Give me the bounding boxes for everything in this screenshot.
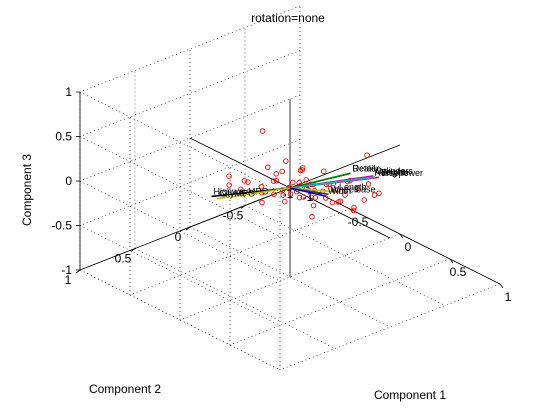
data-point bbox=[300, 194, 307, 200]
y-tick-label: -0.5 bbox=[223, 209, 244, 223]
scatter-points bbox=[226, 128, 382, 220]
gridline bbox=[79, 94, 301, 182]
x-tick-label: -1 bbox=[303, 190, 314, 204]
data-point bbox=[245, 179, 251, 185]
data-point bbox=[310, 202, 317, 209]
variable-label: Cylinders bbox=[376, 166, 414, 176]
data-point bbox=[265, 164, 271, 171]
x-tick-label: 0 bbox=[405, 240, 412, 254]
data-point bbox=[296, 194, 303, 201]
data-point bbox=[238, 186, 244, 193]
variable-label: Retail bbox=[353, 163, 376, 173]
x-tick-label: 0.5 bbox=[450, 265, 467, 279]
variable-label: CityMPG bbox=[219, 189, 255, 199]
data-point bbox=[226, 173, 232, 179]
data-point bbox=[259, 128, 266, 134]
data-point bbox=[273, 171, 279, 177]
data-point bbox=[258, 183, 265, 190]
x-axis-title: Component 1 bbox=[374, 388, 446, 402]
y-tick bbox=[130, 248, 136, 252]
gridline bbox=[279, 283, 501, 371]
gridline bbox=[79, 50, 301, 137]
data-point bbox=[312, 194, 318, 201]
data-point bbox=[365, 181, 372, 187]
data-point bbox=[351, 204, 357, 211]
z-tick-label: 0.5 bbox=[55, 130, 72, 144]
data-point bbox=[296, 179, 302, 186]
data-point bbox=[270, 178, 277, 184]
variable-label: Engine bbox=[381, 167, 409, 177]
data-point bbox=[290, 179, 296, 186]
data-point bbox=[226, 182, 232, 188]
variable-label: HighwayMPG bbox=[214, 186, 269, 196]
y-tick-label: 0.5 bbox=[115, 252, 132, 266]
z-axis-title: Component 3 bbox=[20, 154, 34, 226]
variable-label: Dealer bbox=[353, 163, 380, 173]
data-point bbox=[303, 177, 309, 183]
data-point bbox=[342, 192, 348, 198]
data-point bbox=[283, 158, 289, 164]
data-point bbox=[241, 178, 248, 184]
variable-vector bbox=[289, 176, 376, 189]
data-point bbox=[282, 198, 288, 205]
y-tick-label: -1 bbox=[283, 187, 294, 201]
variable-label: Width bbox=[328, 186, 351, 196]
variable-label: Length bbox=[339, 182, 367, 192]
z-tick-label: -0.5 bbox=[51, 219, 72, 233]
variable-vector bbox=[289, 172, 351, 189]
data-point bbox=[350, 207, 357, 214]
gridline bbox=[134, 248, 336, 349]
data-point bbox=[279, 168, 285, 175]
gridline bbox=[129, 208, 351, 296]
variable-vector bbox=[216, 187, 291, 200]
y-axis-title: Component 2 bbox=[89, 382, 161, 396]
data-point bbox=[280, 192, 286, 198]
data-point bbox=[337, 198, 344, 204]
y-tick-label: 0 bbox=[175, 230, 182, 244]
z-tick-label: 0 bbox=[65, 174, 72, 188]
data-point bbox=[287, 191, 294, 197]
y-tick bbox=[75, 269, 81, 274]
gridline bbox=[79, 5, 301, 93]
data-point bbox=[300, 165, 306, 171]
x-tick bbox=[499, 283, 504, 289]
gridline bbox=[244, 205, 446, 306]
variable-label: Wheelbase bbox=[331, 184, 376, 194]
data-point bbox=[271, 191, 277, 197]
z-tick-label: 1 bbox=[65, 85, 72, 99]
data-point bbox=[259, 199, 265, 206]
gridline bbox=[229, 258, 451, 346]
data-point bbox=[361, 197, 367, 203]
chart-title: rotation=none bbox=[251, 11, 325, 25]
y-tick-label: 1 bbox=[65, 273, 72, 287]
gridline bbox=[79, 139, 301, 226]
data-point bbox=[273, 178, 280, 184]
data-point bbox=[364, 152, 370, 159]
x-tick-label: 1 bbox=[505, 290, 512, 304]
tick-labels: -1 -1 -1 -0.5 -0.5 -0.5 0 0 0 0.5 0.5 0.5 1 1 1 bbox=[51, 85, 511, 304]
variable-vector bbox=[289, 187, 327, 197]
x-tick bbox=[399, 233, 404, 239]
data-point bbox=[334, 187, 340, 193]
data-point bbox=[309, 214, 315, 220]
variable-label: Weight bbox=[377, 167, 405, 177]
data-point bbox=[329, 199, 336, 206]
x-tick bbox=[449, 258, 454, 264]
data-point bbox=[321, 168, 327, 174]
data-point bbox=[355, 185, 361, 191]
data-point bbox=[376, 190, 382, 197]
data-point bbox=[308, 194, 315, 201]
variable-label: Horsepower bbox=[375, 168, 424, 178]
gridline bbox=[179, 233, 401, 321]
z-tick-label: -1 bbox=[61, 263, 72, 277]
variable-vectors: RetailDealerHorsepowerCylindersEngineWei… bbox=[211, 163, 424, 200]
data-point bbox=[371, 192, 378, 198]
x-tick-label: -0.5 bbox=[348, 215, 369, 229]
